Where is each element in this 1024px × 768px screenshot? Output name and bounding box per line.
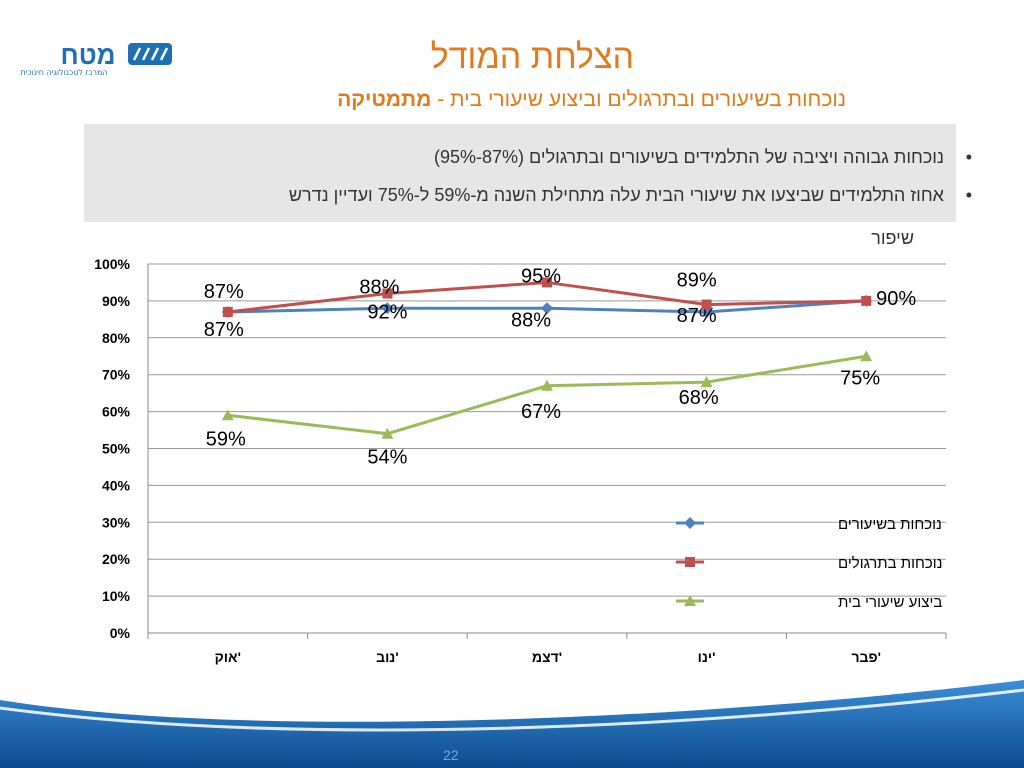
y-tick-label: 80% [102,330,131,346]
legend-label: נוכחות בשיעורים [838,516,942,533]
y-tick-label: 20% [102,551,131,567]
x-tick-label: ינו' [698,649,716,665]
bullet-dot: • [965,147,972,167]
series-marker-triangle [221,409,234,421]
data-label: 59% [206,428,246,450]
data-label: 75% [840,367,880,389]
logo-mark: מטח [61,40,172,70]
data-label: 87% [204,319,244,341]
data-label: 88% [359,277,399,299]
bullet-2-text: אחוז התלמידים שביצעו את שיעורי הבית עלה … [288,185,944,205]
series-marker-diamond [684,517,696,529]
series-marker-triangle [541,379,553,391]
data-label: 95% [521,265,561,287]
data-label: 54% [367,447,407,469]
data-label: 90% [876,288,916,310]
data-label: 87% [204,281,244,303]
series-marker-diamond [541,302,553,315]
y-tick-label: 100% [94,256,130,272]
series-marker-square [382,288,393,299]
legend-label: ביצוע שיעורי בית [838,594,942,611]
data-label: 68% [679,387,719,409]
y-tick-label: 30% [102,514,131,530]
y-tick-label: 40% [102,477,131,493]
y-tick-label: 0% [110,625,131,641]
y-tick-label: 60% [102,404,131,420]
series-marker-square [542,277,552,288]
bullets-box [84,124,956,222]
logo: מטח [48,40,173,80]
series-marker-triangle [700,376,713,388]
y-tick-label: 50% [102,441,131,457]
slide-subtitle: נוכחות בשיעורים ובתרגולים וביצוע שיעורי … [337,88,846,112]
data-label: 89% [677,270,717,292]
x-tick-label: אוק' [215,649,241,665]
legend-label: נוכחות בתרגולים [838,555,942,572]
data-label: 87% [677,305,717,327]
y-tick-label: 90% [102,293,131,309]
bullet-2: • אחוז התלמידים שביצעו את שיעורי הבית על… [288,185,972,206]
footer-wave [0,680,1024,768]
slide-title: הצלחת המודל [430,38,634,76]
series-marker-triangle [381,427,394,439]
bullet-1: • נוכחות גבוהה ויציבה של התלמידים בשיעור… [433,147,972,168]
line-chart: 0% 10% 20% 30% 40% 50% 60% 70% 80% 90% 100% אוק' נוב… [94,256,947,665]
subtitle-bold: מתמטיקה [337,88,432,111]
bullet-2-wrap: שיפור [871,228,914,248]
x-tick-label: דצמ' [532,649,562,665]
series-marker-square [685,557,695,567]
logo-subtext: המרכז לטכנולוגיה חינוכית [20,68,108,77]
series-marker-square [701,299,712,310]
series-marker-square [861,295,872,306]
data-label: 92% [367,301,407,323]
logo-text: מטח [61,40,116,70]
series-marker-triangle [860,350,873,362]
series-marker-square [222,306,233,317]
bullet-1-text: נוכחות גבוהה ויציבה של התלמידים בשיעורים… [433,147,944,167]
series-marker-triangle [684,595,696,606]
x-tick-label: נוב' [376,649,399,665]
x-tick-label: פבר' [851,649,881,665]
y-tick-label: 10% [102,588,131,604]
bullet-dot: • [965,185,972,205]
data-label: 67% [521,401,561,423]
page-number: 22 [443,747,459,763]
data-label: 88% [511,309,551,331]
series-marker-diamond [381,302,394,315]
y-tick-label: 70% [102,367,131,383]
subtitle-plain: נוכחות בשיעורים ובתרגולים וביצוע שיעורי … [431,88,846,111]
